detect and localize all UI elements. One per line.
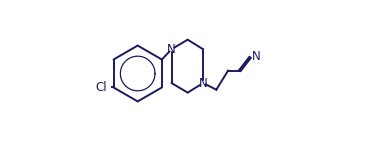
Text: Cl: Cl (95, 81, 107, 94)
Text: N: N (252, 50, 261, 63)
Text: N: N (199, 77, 208, 90)
Text: N: N (167, 43, 176, 56)
